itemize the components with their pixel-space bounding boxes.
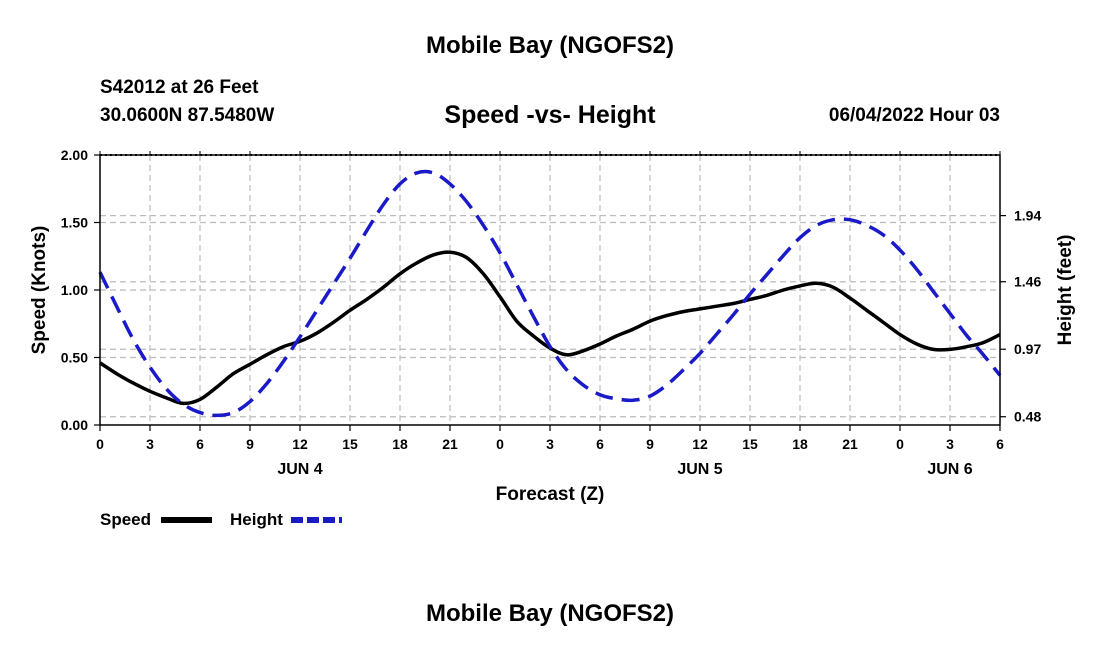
x-tick-label: 15 [742, 436, 758, 452]
legend: Speed Height [100, 510, 342, 529]
x-tick-label: 6 [596, 436, 604, 452]
x-tick-label: 12 [292, 436, 308, 452]
x-tick-label: 9 [646, 436, 654, 452]
y2-tick-label: 1.94 [1014, 208, 1041, 224]
y2-tick-label: 0.97 [1014, 341, 1041, 357]
x-tick-label: 6 [996, 436, 1004, 452]
x-tick-label: 9 [246, 436, 254, 452]
y-tick-label: 0.50 [61, 350, 88, 366]
grid [100, 154, 1000, 425]
chart-title: Mobile Bay (NGOFS2) [425, 32, 675, 59]
x-tick-label: 3 [546, 436, 554, 452]
footer-title: Mobile Bay (NGOFS2) [425, 600, 675, 627]
height-series-line [98, 169, 1002, 418]
x-axis-title: Forecast (Z) [496, 484, 605, 505]
x-tick-label: 12 [692, 436, 708, 452]
date-label: JUN 4 [277, 461, 322, 478]
x-tick-label: 15 [342, 436, 358, 452]
x-tick-label: 0 [896, 436, 904, 452]
y2-tick-label: 0.48 [1014, 409, 1041, 425]
x-tick-label: 21 [842, 436, 858, 452]
coordinates-label: 30.0600N 87.5480W [100, 105, 275, 126]
x-tick-label: 3 [146, 436, 154, 452]
y-tick-label: 1.50 [61, 215, 88, 231]
y-tick-label: 0.00 [61, 417, 88, 433]
x-tick-label: 6 [196, 436, 204, 452]
series-lines [98, 169, 1002, 418]
x-tick-label: 3 [946, 436, 954, 452]
x-tick-label: 21 [442, 436, 458, 452]
axis-ticks [94, 151, 1006, 431]
y2-tick-label: 1.46 [1014, 274, 1041, 290]
forecast-datetime: 06/04/2022 Hour 03 [828, 105, 1000, 126]
date-label: JUN 5 [677, 461, 722, 478]
legend-height-label: Height [230, 510, 283, 529]
legend-speed-label: Speed [100, 510, 151, 529]
y-axis-title: Speed (Knots) [29, 226, 50, 355]
x-tick-label: 18 [792, 436, 808, 452]
station-label: S42012 at 26 Feet [100, 77, 259, 98]
chart-subtitle: Speed -vs- Height [444, 101, 656, 129]
y2-axis-title: Height (feet) [1055, 235, 1076, 346]
axis-labels: 0 3 6 9 12 15 18 21 0 3 6 9 12 15 18 21 0 3 6 0.00 0.50 1.00 1… [29, 147, 1076, 505]
x-tick-label: 0 [496, 436, 504, 452]
x-tick-label: 0 [96, 436, 104, 452]
x-tick-label: 18 [392, 436, 408, 452]
y-tick-label: 2.00 [61, 147, 88, 163]
date-label: JUN 6 [927, 461, 972, 478]
y-tick-label: 1.00 [61, 282, 88, 298]
